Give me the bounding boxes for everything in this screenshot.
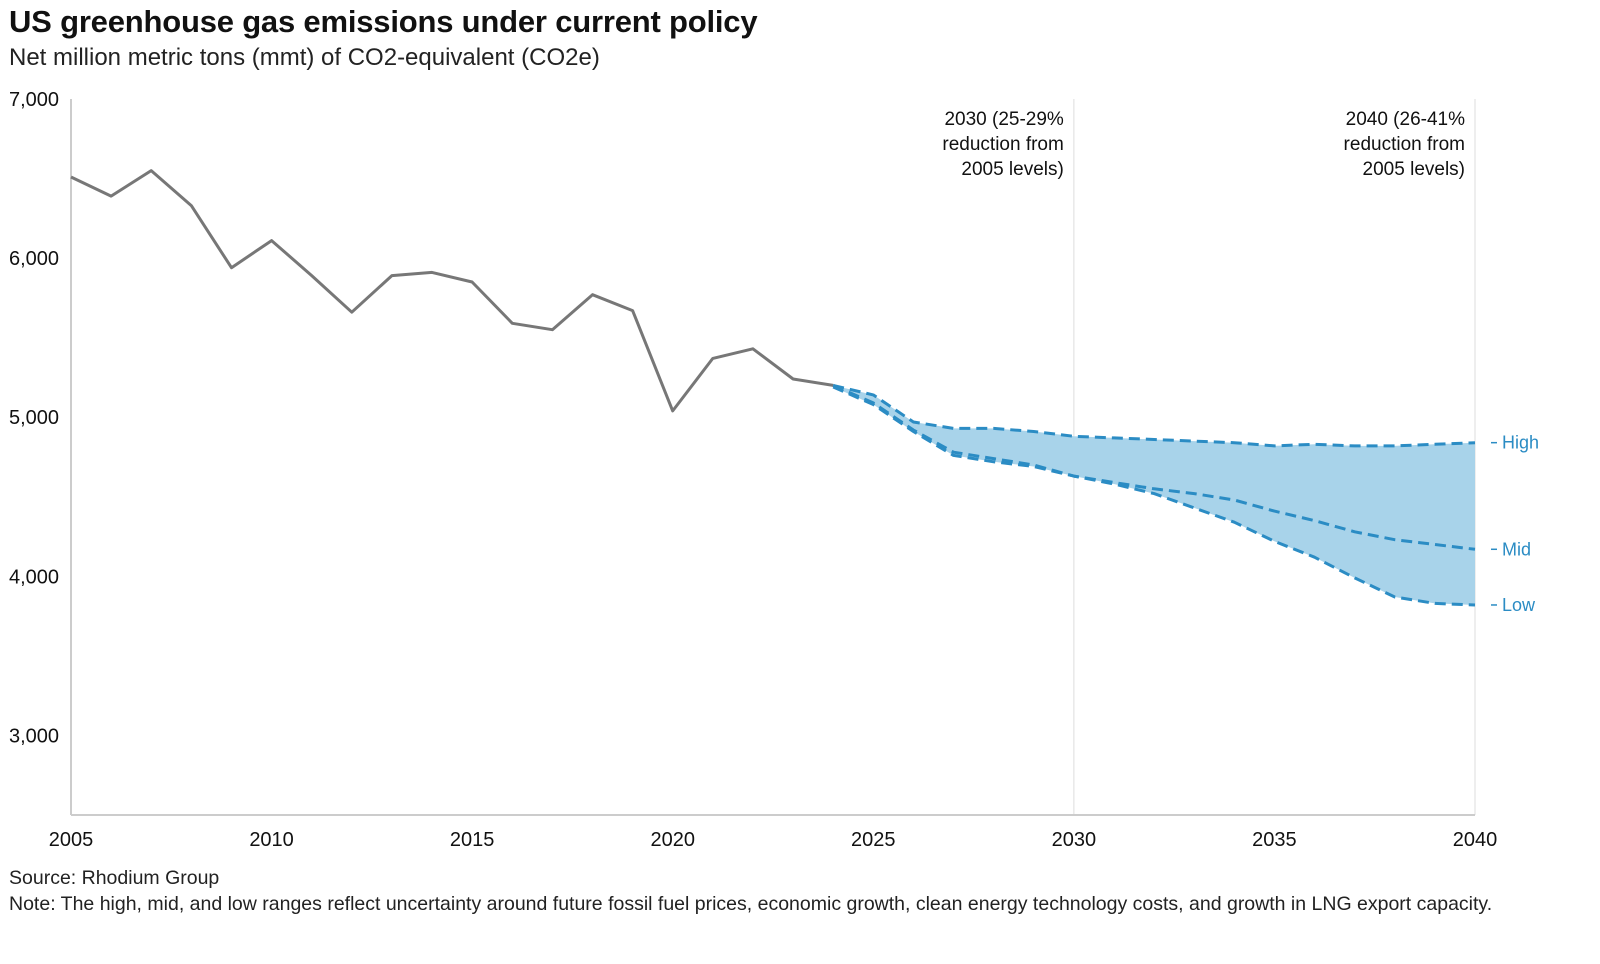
x-tick-label: 2015 xyxy=(450,829,495,851)
methodology-note: Note: The high, mid, and low ranges refl… xyxy=(9,893,1493,915)
y-tick-label: 3,000 xyxy=(9,725,59,747)
chart-title: US greenhouse gas emissions under curren… xyxy=(9,4,758,39)
chart-subtitle: Net million metric tons (mmt) of CO2-equ… xyxy=(9,44,600,71)
x-tick-label: 2040 xyxy=(1453,829,1498,851)
source-note: Source: Rhodium Group xyxy=(9,867,220,889)
annotation-2040: 2005 levels) xyxy=(1363,159,1465,180)
y-tick-label: 6,000 xyxy=(9,248,59,270)
series-label-low: Low xyxy=(1502,595,1536,615)
y-tick-label: 4,000 xyxy=(9,566,59,588)
x-tick-label: 2020 xyxy=(650,829,695,851)
x-tick-label: 2005 xyxy=(49,829,94,851)
uncertainty-band xyxy=(833,385,1475,605)
chart-footer: Source: Rhodium Group Note: The high, mi… xyxy=(9,865,1594,917)
annotation-2030: reduction from xyxy=(942,134,1063,155)
annotation-2030: 2030 (25-29% xyxy=(944,109,1063,130)
series-label-high: High xyxy=(1502,433,1539,453)
series-line-high xyxy=(832,383,1476,448)
series-line-mid xyxy=(832,384,1476,551)
x-tick-label: 2025 xyxy=(851,829,896,851)
annotation-2030: 2005 levels) xyxy=(961,159,1063,180)
annotation-2040: 2040 (26-41% xyxy=(1346,109,1465,130)
x-tick-label: 2010 xyxy=(249,829,294,851)
y-tick-label: 5,000 xyxy=(9,407,59,429)
series-line-low xyxy=(832,385,1476,607)
x-tick-label: 2035 xyxy=(1252,829,1297,851)
series-line-historical xyxy=(70,169,834,413)
annotation-2040: reduction from xyxy=(1344,134,1465,155)
x-tick-label: 2030 xyxy=(1052,829,1097,851)
y-tick-label: 7,000 xyxy=(9,89,59,111)
series-label-mid: Mid xyxy=(1502,539,1531,559)
